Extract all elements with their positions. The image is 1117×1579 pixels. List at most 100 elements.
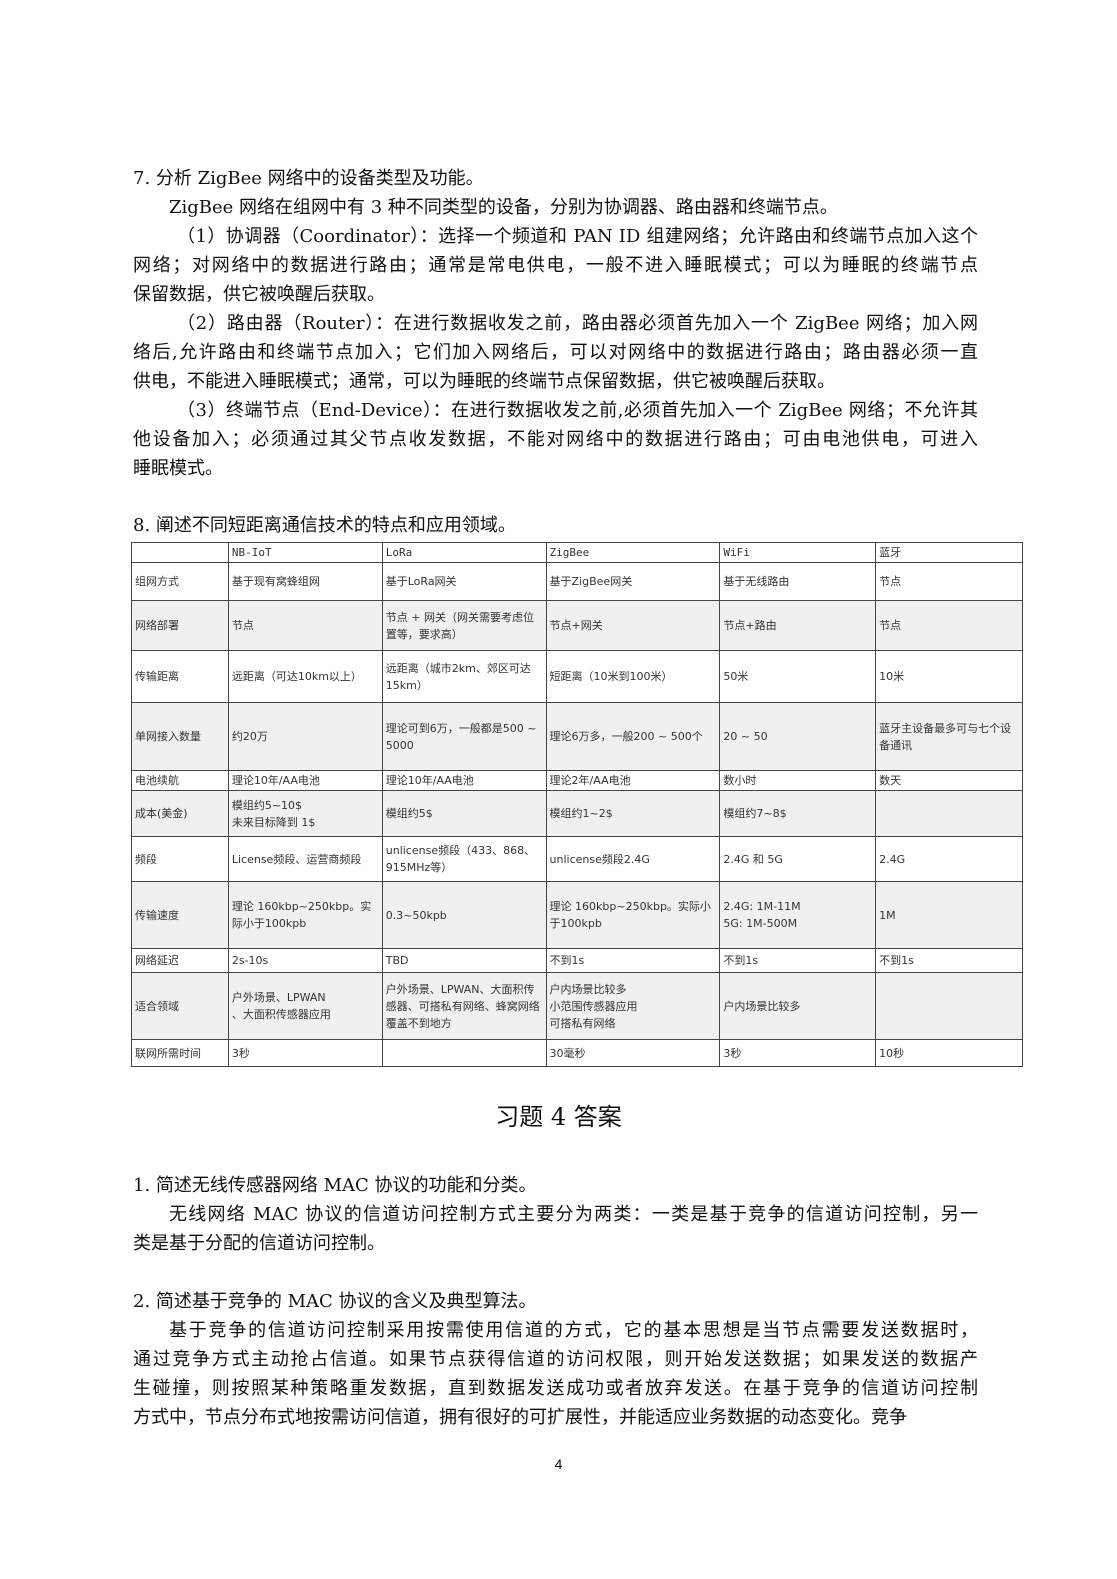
table-cell: 10秒 bbox=[875, 1039, 1023, 1067]
chapter-title: 习题 4 答案 bbox=[495, 1103, 622, 1131]
comparison-table: NB-IoT LoRa ZigBee WiFi 蓝牙 组网方式 基于现有窝蜂组网 基于LoRa… bbox=[131, 542, 1023, 1067]
row-header: 传输距离 bbox=[131, 650, 229, 703]
table-cell: unlicense频段2.4G bbox=[545, 836, 721, 882]
table-cell: 不到1s bbox=[545, 948, 721, 973]
column-header: LoRa bbox=[381, 542, 547, 563]
row-header: 成本(美金) bbox=[131, 790, 229, 837]
table-cell bbox=[875, 972, 1023, 1040]
table-row: 适合领域 户外场景、LPWAN 、大面积传感器应用 户外场景、LPWAN、大面积传感… bbox=[131, 972, 1023, 1040]
table-cell: 节点+网关 bbox=[545, 600, 721, 651]
table-cell: 节点 bbox=[875, 562, 1023, 601]
table-cell: unlicense频段（433、868、915MHz等） bbox=[381, 836, 547, 882]
table-row: 网络部署 节点 节点 + 网关（网关需要考虑位置等，要求高） 节点+网关 节点+路由 节点 bbox=[131, 600, 1023, 651]
table-cell: 基于无线路由 bbox=[719, 562, 877, 601]
table-cell: 2.4G bbox=[875, 836, 1023, 882]
text-line: 基于竞争的信道访问控制采用按需使用信道的方式，它的基本思想是当节点需要发送数据时… bbox=[169, 1320, 978, 1341]
table-row: 传输速度 理论 160kbp~250kbp。实际小于100kpb 0.3~50kpb… bbox=[131, 881, 1023, 949]
table-row: 网络延迟 2s-10s TBD 不到1s 不到1s 不到1s bbox=[131, 948, 1023, 973]
table-cell: 模组约5$ bbox=[381, 790, 547, 837]
text-line: 方式中，节点分布式地按需访问信道，拥有很好的可扩展性，并能适应业务数据的动态变化… bbox=[133, 1407, 907, 1428]
text-line: 供电，不能进入睡眠模式；通常，可以为睡眠的终端节点保留数据，供它被唤醒后获取。 bbox=[133, 371, 835, 392]
table-cell: 户外场景、LPWAN 、大面积传感器应用 bbox=[227, 972, 383, 1040]
text-line: ZigBee 网络在组网中有 3 种不同类型的设备，分别为协调器、路由器和终端节… bbox=[169, 197, 838, 218]
table-cell: 约20万 bbox=[227, 702, 383, 771]
table-cell: 节点 bbox=[875, 600, 1023, 651]
text-line: 睡眠模式。 bbox=[133, 458, 223, 479]
table-cell: 50米 bbox=[719, 650, 877, 703]
table-cell: 理论10年/AA电池 bbox=[381, 770, 547, 791]
table-cell: 基于现有窝蜂组网 bbox=[227, 562, 383, 601]
text-line: （2）路由器（Router）：在进行数据收发之前，路由器必须首先加入一个 Zig… bbox=[177, 313, 978, 334]
table-cell: 不到1s bbox=[875, 948, 1023, 973]
row-header: 单网接入数量 bbox=[131, 702, 229, 771]
table-cell: 短距离（10米到100米） bbox=[545, 650, 721, 703]
question-7-title: 7. 分析 ZigBee 网络中的设备类型及功能。 bbox=[133, 168, 484, 189]
table-cell: 基于ZigBee网关 bbox=[545, 562, 721, 601]
table-row: 联网所需时间 3秒 30毫秒 3秒 10秒 bbox=[131, 1039, 1023, 1067]
text-line: 网络；对网络中的数据进行路由；通常是常电供电，一般不进入睡眠模式；可以为睡眠的终… bbox=[133, 255, 978, 276]
table-cell bbox=[381, 1039, 547, 1067]
table-row: 单网接入数量 约20万 理论可到6万，一般都是500 ~ 5000 理论6万多，一般2… bbox=[131, 702, 1023, 771]
table-cell: 户内场景比较多 bbox=[719, 972, 877, 1040]
row-header: 网络延迟 bbox=[131, 948, 229, 973]
table-cell: 远距离（城市2km、郊区可达15km） bbox=[381, 650, 547, 703]
text-line: 生碰撞，则按照某种策略重发数据，直到数据发送成功或者放弃发送。在基于竞争的信道访… bbox=[133, 1378, 978, 1399]
table-cell: 节点 bbox=[227, 600, 383, 651]
table-row: 传输距离 远距离（可达10km以上） 远距离（城市2km、郊区可达15km） 短距离（… bbox=[131, 650, 1023, 703]
column-header bbox=[131, 542, 229, 563]
table-cell: 数天 bbox=[875, 770, 1023, 791]
table-cell: 不到1s bbox=[719, 948, 877, 973]
table-cell: License频段、运营商频段 bbox=[227, 836, 383, 882]
table-header-row: NB-IoT LoRa ZigBee WiFi 蓝牙 bbox=[131, 542, 1023, 563]
table-cell: 节点 + 网关（网关需要考虑位置等，要求高） bbox=[381, 600, 547, 651]
column-header: 蓝牙 bbox=[875, 542, 1023, 563]
answer-1-title: 1. 简述无线传感器网络 MAC 协议的功能和分类。 bbox=[133, 1175, 537, 1196]
table-cell: 数小时 bbox=[719, 770, 877, 791]
table-row: 频段 License频段、运营商频段 unlicense频段（433、868、915… bbox=[131, 836, 1023, 882]
table-cell: 理论 160kbp~250kbp。实际小于100kpb bbox=[227, 881, 383, 949]
question-8-title: 8. 阐述不同短距离通信技术的特点和应用领域。 bbox=[133, 515, 516, 536]
text-line: 他设备加入；必须通过其父节点收发数据，不能对网络中的数据进行路由；可由电池供电，… bbox=[133, 429, 978, 450]
table-cell: 0.3~50kpb bbox=[381, 881, 547, 949]
question-7: 7. 分析 ZigBee 网络中的设备类型及功能。 ZigBee 网络在组网中有… bbox=[133, 164, 978, 483]
row-header: 频段 bbox=[131, 836, 229, 882]
table-cell: 2.4G: 1M-11M 5G: 1M-500M bbox=[719, 881, 877, 949]
column-header: WiFi bbox=[719, 542, 877, 563]
table-cell: 蓝牙主设备最多可与七个设备通讯 bbox=[875, 702, 1023, 771]
answer-1: 1. 简述无线传感器网络 MAC 协议的功能和分类。 无线网络 MAC 协议的信… bbox=[133, 1171, 978, 1258]
table-cell: 基于LoRa网关 bbox=[381, 562, 547, 601]
table-cell: TBD bbox=[381, 948, 547, 973]
text-line: （3）终端节点（End-Device）：在进行数据收发之前,必须首先加入一个 Z… bbox=[177, 400, 978, 421]
table-row: 电池续航 理论10年/AA电池 理论10年/AA电池 理论2年/AA电池 数小时 数天 bbox=[131, 770, 1023, 791]
row-header: 传输速度 bbox=[131, 881, 229, 949]
table-cell: 户内场景比较多 小范围传感器应用 可搭私有网络 bbox=[545, 972, 721, 1040]
table-cell: 模组约7~8$ bbox=[719, 790, 877, 837]
table-cell: 2s-10s bbox=[227, 948, 383, 973]
table-cell: 远距离（可达10km以上） bbox=[227, 650, 383, 703]
table-cell: 30毫秒 bbox=[545, 1039, 721, 1067]
table-cell: 模组约1~2$ bbox=[545, 790, 721, 837]
question-8-title-block: 8. 阐述不同短距离通信技术的特点和应用领域。 bbox=[133, 511, 978, 540]
table-cell: 户外场景、LPWAN、大面积传感器、可搭私有网络、蜂窝网络覆盖不到地方 bbox=[381, 972, 547, 1040]
row-header: 网络部署 bbox=[131, 600, 229, 651]
table-cell: 理论6万多，一般200 ~ 500个 bbox=[545, 702, 721, 771]
table-cell: 10米 bbox=[875, 650, 1023, 703]
answer-2: 2. 简述基于竞争的 MAC 协议的含义及典型算法。 基于竞争的信道访问控制采用… bbox=[133, 1287, 978, 1432]
text-line: 类是基于分配的信道访问控制。 bbox=[133, 1233, 385, 1254]
text-line: （1）协调器（Coordinator）：选择一个频道和 PAN ID 组建网络；… bbox=[177, 226, 978, 247]
text-line: 保留数据，供它被唤醒后获取。 bbox=[133, 284, 385, 305]
table-row: 组网方式 基于现有窝蜂组网 基于LoRa网关 基于ZigBee网关 基于无线路由 节点 bbox=[131, 562, 1023, 601]
table-cell bbox=[875, 790, 1023, 837]
page-number: 4 bbox=[554, 1456, 563, 1472]
table-cell: 模组约5~10$ 未来目标降到 1$ bbox=[227, 790, 383, 837]
row-header: 电池续航 bbox=[131, 770, 229, 791]
table-cell: 3秒 bbox=[227, 1039, 383, 1067]
row-header: 适合领域 bbox=[131, 972, 229, 1040]
text-line: 通过竞争方式主动抢占信道。如果节点获得信道的访问权限，则开始发送数据；如果发送的… bbox=[133, 1349, 978, 1370]
table-cell: 理论可到6万，一般都是500 ~ 5000 bbox=[381, 702, 547, 771]
table-cell: 理论2年/AA电池 bbox=[545, 770, 721, 791]
text-line: 无线网络 MAC 协议的信道访问控制方式主要分为两类：一类是基于竞争的信道访问控… bbox=[169, 1204, 978, 1225]
table-cell: 2.4G 和 5G bbox=[719, 836, 877, 882]
text-line: 络后,允许路由和终端节点加入；它们加入网络后，可以对网络中的数据进行路由；路由器… bbox=[133, 342, 978, 363]
table-cell: 20 ~ 50 bbox=[719, 702, 877, 771]
